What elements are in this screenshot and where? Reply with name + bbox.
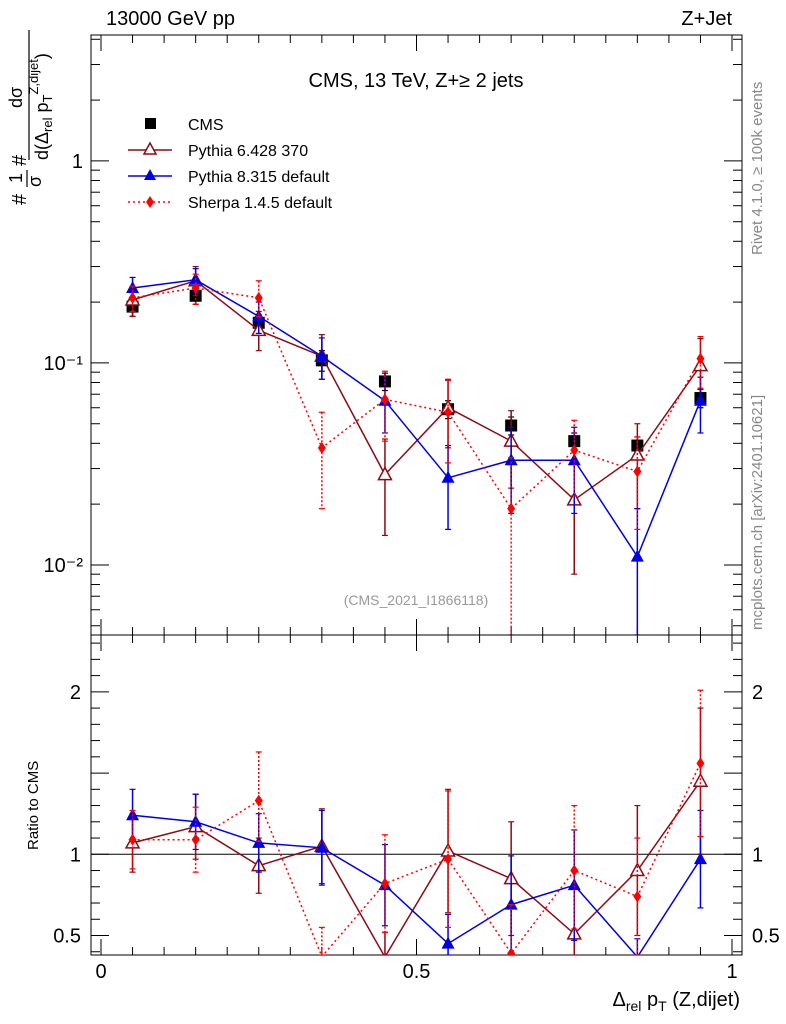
ratio-line-pythia-8-315-default — [132, 814, 702, 955]
rivet-label: Rivet 4.1.0, ≥ 100k events — [749, 82, 766, 255]
ratio-point-sherpa-1-4-5-default — [128, 833, 137, 846]
main-line-pythia-6-428-370 — [132, 279, 702, 501]
x-tick-label: 0.5 — [403, 961, 431, 983]
ratio-point-sherpa-1-4-5-default — [507, 947, 516, 955]
main-point-sherpa-1-4-5-default — [444, 406, 453, 419]
y-tick-label: 10⁻² — [44, 555, 84, 577]
ratio-point-pythia-8-315-default — [315, 840, 329, 853]
ratio-line-sherpa-1-4-5-default — [132, 762, 702, 955]
y-tick-label-right: 1 — [752, 844, 763, 866]
legend-label-sherpa: Sherpa 1.4.5 default — [188, 195, 333, 212]
main-point-pythia-8-315-default — [567, 453, 581, 466]
legend-marker-sherpa — [146, 196, 154, 208]
main-point-sherpa-1-4-5-default — [380, 393, 389, 406]
x-tick-label: 1 — [726, 961, 737, 983]
main-panel: 1 10⁻¹ 10⁻² CMS, 13 TeV, Z+≥ 2 jets (CMS_2… — [44, 34, 743, 636]
main-title: CMS, 13 TeV, Z+≥ 2 jets — [309, 70, 524, 92]
ratio-panel: 0 0.5 1 0.5 0.5 1 1 2 2 — [53, 634, 780, 983]
legend-label-pythia8: Pythia 8.315 default — [188, 169, 330, 186]
main-series-pythia-6-428-370 — [124, 265, 709, 575]
y-tick-label: 10⁻¹ — [44, 353, 84, 375]
main-point-sherpa-1-4-5-default — [507, 502, 516, 515]
legend-label-cms: CMS — [188, 117, 224, 134]
y-tick-label-right: 0.5 — [752, 926, 780, 948]
svg-text:dσ: dσ — [6, 87, 26, 108]
main-point-sherpa-1-4-5-default — [570, 444, 579, 457]
ratio-series-pythia-8-315-default — [126, 788, 707, 955]
ratio-point-sherpa-1-4-5-default — [254, 794, 263, 807]
main-point-pythia-8-315-default — [315, 349, 329, 362]
main-point-sherpa-1-4-5-default — [633, 465, 642, 478]
main-ticks: 1 10⁻¹ 10⁻² — [44, 35, 742, 635]
analysis-tag: (CMS_2021_I1866118) — [344, 592, 489, 608]
ratio-series-pythia-6-428-370 — [124, 707, 709, 955]
header-left-label: 13000 GeV pp — [106, 8, 235, 30]
main-series-cms — [126, 287, 707, 456]
main-point-sherpa-1-4-5-default — [696, 352, 705, 365]
main-line-pythia-8-315-default — [132, 279, 702, 559]
main-point-sherpa-1-4-5-default — [254, 291, 263, 304]
main-y-axis-label: # 1 σ # dσ d(Δrel pTZ,dijet) — [6, 30, 55, 205]
ratio-point-sherpa-1-4-5-default — [570, 864, 579, 877]
main-point-pythia-8-315-default — [693, 393, 707, 406]
x-tick-label: 0 — [95, 961, 106, 983]
y-tick-label: 2 — [70, 682, 81, 704]
y-tick-label-right: 2 — [752, 682, 763, 704]
legend-marker-pythia8 — [144, 169, 156, 180]
main-line-sherpa-1-4-5-default — [132, 287, 702, 510]
ratio-ticks: 0 0.5 1 0.5 0.5 1 1 2 2 — [53, 635, 780, 983]
ratio-point-pythia-8-315-default — [504, 897, 518, 910]
svg-text:σ: σ — [25, 176, 45, 187]
y-tick-label: 0.5 — [53, 926, 81, 948]
main-point-pythia-8-315-default — [441, 470, 455, 483]
ratio-line-pythia-6-428-370 — [132, 780, 702, 955]
legend-label-pythia6: Pythia 6.428 370 — [188, 143, 308, 160]
ratio-point-sherpa-1-4-5-default — [696, 757, 705, 770]
svg-text:#: # — [9, 193, 31, 205]
y-tick-label: 1 — [70, 844, 81, 866]
y-tick-label: 1 — [72, 151, 83, 173]
mcplots-label: mcplots.cern.ch [arXiv:2401.10621] — [749, 395, 766, 630]
main-point-pythia-8-315-default — [630, 549, 644, 562]
ratio-y-axis-label: Ratio to CMS — [25, 761, 42, 850]
main-point-sherpa-1-4-5-default — [191, 281, 200, 294]
main-point-pythia-6-428-370 — [377, 466, 393, 481]
ratio-point-sherpa-1-4-5-default — [380, 877, 389, 890]
header-right-label: Z+Jet — [681, 8, 732, 30]
x-axis-label: Δrel pT (Z,dijet) — [612, 989, 740, 1014]
ratio-panel-frame — [90, 634, 743, 956]
ratio-series — [124, 689, 709, 955]
legend-marker-cms — [145, 118, 156, 129]
main-point-sherpa-1-4-5-default — [317, 441, 326, 454]
legend-marker-pythia6 — [142, 141, 158, 155]
ratio-point-sherpa-1-4-5-default — [191, 833, 200, 846]
ratio-point-sherpa-1-4-5-default — [444, 853, 453, 866]
ratio-point-pythia-8-315-default — [441, 936, 455, 949]
main-point-sherpa-1-4-5-default — [128, 291, 137, 304]
ratio-point-pythia-8-315-default — [252, 835, 266, 848]
svg-text:1: 1 — [6, 173, 26, 183]
svg-text:#: # — [9, 154, 31, 166]
ratio-point-pythia-8-315-default — [126, 808, 140, 821]
legend: CMS Pythia 6.428 370 Pythia 8.315 defaul… — [128, 117, 333, 212]
main-series-pythia-8-315-default — [126, 268, 707, 635]
ratio-series-sherpa-1-4-5-default — [128, 689, 705, 955]
main-point-pythia-8-315-default — [252, 309, 266, 322]
ratio-point-sherpa-1-4-5-default — [633, 890, 642, 903]
svg-text:d(Δrel pTZ,dijet): d(Δrel pTZ,dijet) — [26, 53, 55, 160]
ratio-point-pythia-8-315-default — [567, 878, 581, 891]
main-series — [124, 265, 709, 635]
ratio-point-pythia-8-315-default — [693, 852, 707, 865]
main-series-sherpa-1-4-5-default — [128, 273, 705, 635]
